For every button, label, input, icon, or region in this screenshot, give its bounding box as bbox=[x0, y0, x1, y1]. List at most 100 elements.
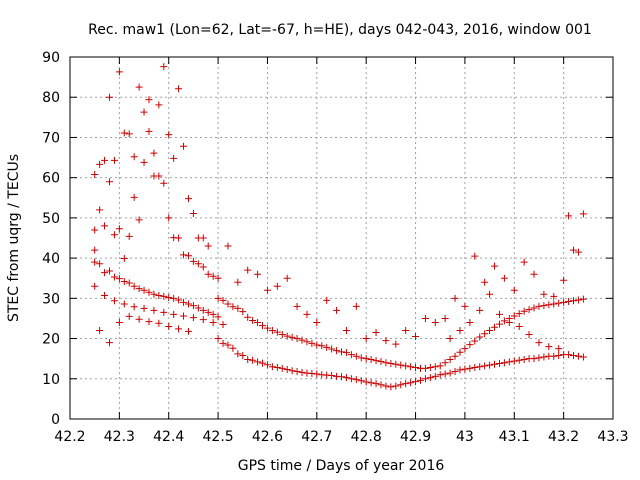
data-point bbox=[293, 302, 301, 310]
data-point bbox=[392, 382, 400, 390]
data-point bbox=[313, 341, 321, 349]
data-point bbox=[347, 351, 355, 359]
data-point bbox=[303, 338, 311, 346]
y-tick-label: 30 bbox=[42, 291, 60, 307]
data-point bbox=[550, 292, 558, 300]
data-point bbox=[184, 327, 192, 335]
data-point bbox=[328, 345, 336, 353]
data-point bbox=[180, 312, 188, 320]
data-point bbox=[263, 286, 271, 294]
data-point bbox=[115, 225, 123, 233]
data-point bbox=[140, 108, 148, 116]
data-point bbox=[160, 179, 168, 187]
data-point bbox=[421, 364, 429, 372]
data-point bbox=[382, 382, 390, 390]
data-point bbox=[268, 327, 276, 335]
data-point bbox=[224, 300, 232, 308]
data-point bbox=[150, 290, 158, 298]
data-point bbox=[101, 269, 109, 277]
data-point bbox=[461, 302, 469, 310]
data-point bbox=[500, 359, 508, 367]
data-point bbox=[530, 355, 538, 363]
data-point bbox=[120, 300, 128, 308]
data-point bbox=[362, 355, 370, 363]
data-point bbox=[145, 318, 153, 326]
data-point bbox=[115, 68, 123, 76]
data-point bbox=[135, 83, 143, 91]
data-point bbox=[372, 380, 380, 388]
data-point bbox=[110, 297, 118, 305]
data-point bbox=[91, 170, 99, 178]
data-point bbox=[387, 383, 395, 391]
data-point bbox=[105, 93, 113, 101]
data-point bbox=[219, 320, 227, 328]
data-point bbox=[525, 331, 533, 339]
data-point bbox=[254, 270, 262, 278]
data-point bbox=[160, 292, 168, 300]
data-point bbox=[194, 260, 202, 268]
data-point bbox=[170, 294, 178, 302]
plot-frame bbox=[69, 56, 614, 420]
data-point bbox=[249, 356, 257, 364]
data-point bbox=[254, 318, 262, 326]
data-point bbox=[565, 212, 573, 220]
data-point bbox=[278, 331, 286, 339]
data-point bbox=[515, 356, 523, 364]
data-point bbox=[239, 351, 247, 359]
data-point bbox=[130, 193, 138, 201]
data-point bbox=[510, 357, 518, 365]
data-point bbox=[273, 328, 281, 336]
data-point bbox=[110, 273, 118, 281]
x-tick-label: 42.4 bbox=[153, 429, 184, 445]
data-point bbox=[135, 216, 143, 224]
data-point bbox=[387, 359, 395, 367]
data-point bbox=[91, 282, 99, 290]
data-point bbox=[451, 294, 459, 302]
data-point bbox=[515, 310, 523, 318]
data-point bbox=[91, 226, 99, 234]
x-tick-label: 42.3 bbox=[104, 429, 135, 445]
data-point bbox=[283, 274, 291, 282]
data-point bbox=[545, 343, 553, 351]
data-point bbox=[367, 355, 375, 363]
data-point bbox=[308, 339, 316, 347]
data-point bbox=[471, 337, 479, 345]
data-point bbox=[268, 363, 276, 371]
data-point bbox=[155, 292, 163, 300]
data-point bbox=[347, 375, 355, 383]
data-point bbox=[525, 306, 533, 314]
data-point bbox=[273, 364, 281, 372]
data-point bbox=[125, 312, 133, 320]
data-point bbox=[505, 358, 513, 366]
data-point bbox=[476, 306, 484, 314]
data-point bbox=[189, 209, 197, 217]
data-point bbox=[165, 322, 173, 330]
y-axis-label: STEC from uqrg / TECUs bbox=[6, 154, 22, 322]
y-tick-label: 90 bbox=[42, 50, 60, 66]
data-point bbox=[535, 302, 543, 310]
data-point bbox=[125, 130, 133, 138]
data-point bbox=[135, 285, 143, 293]
data-point bbox=[150, 149, 158, 157]
data-point bbox=[140, 286, 148, 294]
data-point bbox=[170, 310, 178, 318]
data-point bbox=[352, 302, 360, 310]
data-point bbox=[101, 292, 109, 300]
data-points bbox=[91, 63, 587, 391]
data-point bbox=[214, 335, 222, 343]
data-point bbox=[318, 342, 326, 350]
data-point bbox=[377, 381, 385, 389]
data-point bbox=[323, 343, 331, 351]
data-point bbox=[461, 365, 469, 373]
data-point bbox=[288, 333, 296, 341]
data-point bbox=[234, 350, 242, 358]
data-point bbox=[239, 308, 247, 316]
data-point bbox=[130, 303, 138, 311]
data-point bbox=[421, 314, 429, 322]
data-point bbox=[456, 348, 464, 356]
data-point bbox=[288, 367, 296, 375]
data-point bbox=[125, 232, 133, 240]
data-point bbox=[436, 371, 444, 379]
data-point bbox=[515, 322, 523, 330]
